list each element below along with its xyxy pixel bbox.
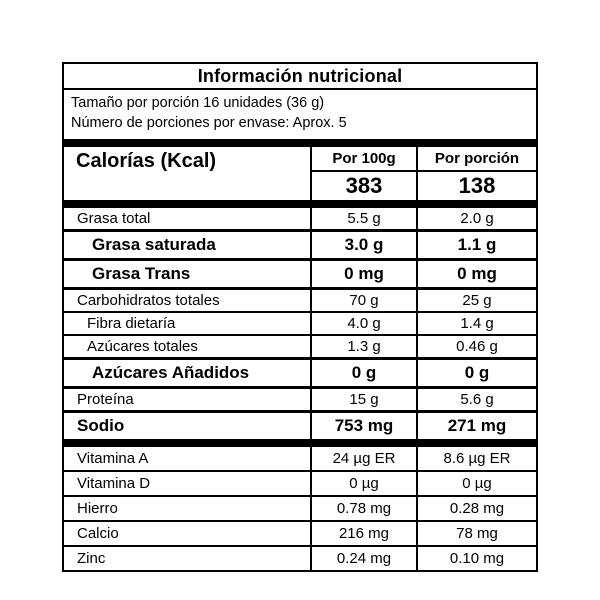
- micronutrient-row-calcio: Calcio 216 mg 78 mg: [64, 520, 536, 545]
- servings-per-container: Número de porciones por envase: Aprox. 5: [71, 115, 347, 131]
- calories-per-100g: 383: [310, 170, 416, 200]
- section-divider: [64, 439, 536, 447]
- nutrition-label: Información nutricional Tamaño por porci…: [62, 62, 538, 572]
- serving-size: Tamaño por porción 16 unidades (36 g): [71, 95, 325, 111]
- nutrient-name: Grasa total: [77, 210, 151, 227]
- micronutrient-row-vitamina-d: Vitamina D 0 µg 0 µg: [64, 470, 536, 495]
- section-divider: [64, 139, 536, 147]
- nutrient-name: Vitamina D: [77, 475, 151, 492]
- nutrient-name: Azúcares Añadidos: [92, 363, 250, 382]
- nutrient-name: Carbohidratos totales: [77, 292, 220, 309]
- nutrient-per-100g: 0.78 mg: [310, 497, 416, 520]
- nutrient-per-100g: 15 g: [310, 389, 416, 410]
- nutrient-per-100g: 4.0 g: [310, 313, 416, 334]
- nutrient-name: Sodio: [77, 416, 125, 435]
- nutrient-per-portion: 5.6 g: [416, 389, 536, 410]
- nutrient-per-100g: 216 mg: [310, 522, 416, 545]
- calories-per-portion: 138: [416, 170, 536, 200]
- nutrient-per-portion: 2.0 g: [416, 208, 536, 229]
- nutrient-per-100g: 70 g: [310, 290, 416, 311]
- nutrient-row-azucares-anadidos: Azúcares Añadidos 0 g 0 g: [64, 357, 536, 386]
- nutrient-per-portion: 0 g: [416, 360, 536, 386]
- nutrient-per-100g: 5.5 g: [310, 208, 416, 229]
- nutrient-row-sodio: Sodio 753 mg 271 mg: [64, 410, 536, 439]
- nutrient-row-azucares-totales: Azúcares totales 1.3 g 0.46 g: [64, 334, 536, 357]
- nutrient-per-portion: 271 mg: [416, 413, 536, 439]
- calories-section: Calorías (Kcal) Por 100g Por porción 383…: [64, 147, 536, 200]
- nutrient-per-portion: 0.46 g: [416, 336, 536, 357]
- nutrient-per-100g: 0.24 mg: [310, 547, 416, 570]
- section-divider: [64, 200, 536, 208]
- nutrient-name: Calcio: [77, 525, 119, 542]
- nutrient-row-grasa-total: Grasa total 5.5 g 2.0 g: [64, 208, 536, 229]
- nutrient-row-fibra: Fibra dietaría 4.0 g 1.4 g: [64, 311, 536, 334]
- column-header-per-100g: Por 100g: [310, 147, 416, 170]
- nutrient-name: Zinc: [77, 550, 106, 567]
- nutrient-per-portion: 1.4 g: [416, 313, 536, 334]
- nutrient-per-100g: 0 mg: [310, 261, 416, 287]
- nutrient-per-portion: 0.10 mg: [416, 547, 536, 570]
- label-title: Información nutricional: [64, 64, 536, 90]
- nutrient-name: Grasa saturada: [92, 235, 216, 254]
- nutrient-per-portion: 0 µg: [416, 472, 536, 495]
- nutrient-name: Proteína: [77, 391, 134, 408]
- nutrient-row-proteina: Proteína 15 g 5.6 g: [64, 386, 536, 410]
- nutrient-name: Azúcares totales: [87, 338, 198, 355]
- nutrient-per-portion: 78 mg: [416, 522, 536, 545]
- serving-info: Tamaño por porción 16 unidades (36 g) Nú…: [64, 90, 536, 139]
- nutrient-per-portion: 1.1 g: [416, 232, 536, 258]
- nutrient-row-carbohidratos: Carbohidratos totales 70 g 25 g: [64, 287, 536, 311]
- nutrient-row-grasa-saturada: Grasa saturada 3.0 g 1.1 g: [64, 229, 536, 258]
- nutrient-per-portion: 0.28 mg: [416, 497, 536, 520]
- nutrient-name: Hierro: [77, 500, 118, 517]
- calories-title: Calorías (Kcal): [76, 150, 217, 172]
- nutrient-name: Vitamina A: [77, 450, 149, 467]
- micronutrient-row-vitamina-a: Vitamina A 24 µg ER 8.6 µg ER: [64, 447, 536, 470]
- column-header-per-portion: Por porción: [416, 147, 536, 170]
- nutrient-per-100g: 753 mg: [310, 413, 416, 439]
- nutrient-row-grasa-trans: Grasa Trans 0 mg 0 mg: [64, 258, 536, 287]
- nutrient-name: Grasa Trans: [92, 264, 191, 283]
- nutrient-per-100g: 0 g: [310, 360, 416, 386]
- nutrient-per-100g: 0 µg: [310, 472, 416, 495]
- nutrient-per-100g: 3.0 g: [310, 232, 416, 258]
- nutrient-name: Fibra dietaría: [87, 315, 176, 332]
- micronutrient-row-hierro: Hierro 0.78 mg 0.28 mg: [64, 495, 536, 520]
- micronutrient-row-zinc: Zinc 0.24 mg 0.10 mg: [64, 545, 536, 570]
- nutrient-per-portion: 8.6 µg ER: [416, 447, 536, 470]
- nutrient-per-100g: 1.3 g: [310, 336, 416, 357]
- nutrient-per-100g: 24 µg ER: [310, 447, 416, 470]
- nutrient-per-portion: 0 mg: [416, 261, 536, 287]
- nutrient-per-portion: 25 g: [416, 290, 536, 311]
